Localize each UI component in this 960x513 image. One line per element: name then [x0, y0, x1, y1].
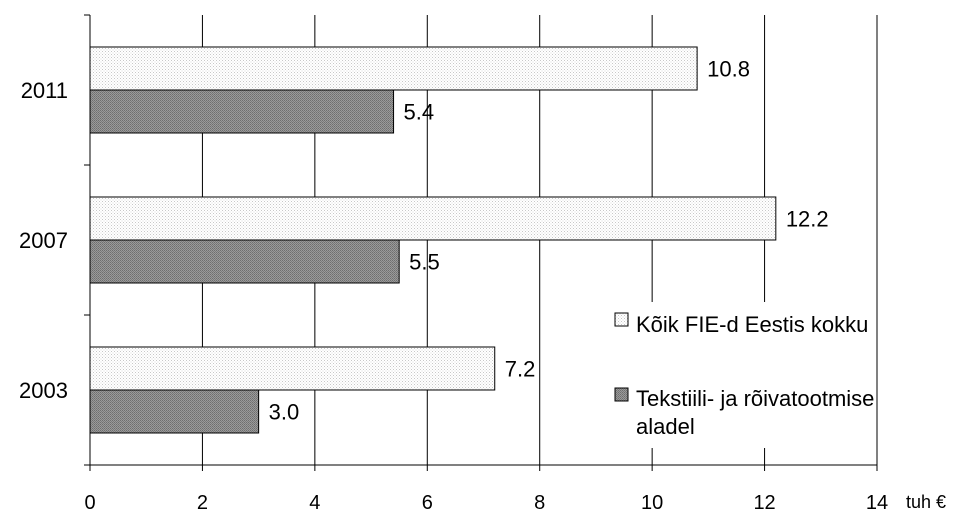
bar-textile-2007	[89, 239, 400, 284]
legend-label-total-line-1: Kõik FIE-d Eestis kokku	[636, 312, 868, 337]
x-tick-label-8: 8	[534, 492, 545, 513]
bar-total-2011	[89, 46, 698, 91]
x-tick-label-14: 14	[866, 492, 888, 513]
bar-textile-2011	[89, 89, 395, 134]
legend-label-textile-line-2: aladel	[636, 414, 695, 439]
y-category-label-2003: 2003	[19, 378, 68, 403]
data-label-total-2011: 10.8	[707, 57, 750, 82]
y-category-label-2007: 2007	[19, 228, 68, 253]
x-tick-label-2: 2	[197, 492, 208, 513]
data-label-textile-2011: 5.4	[404, 100, 435, 125]
x-tick-label-12: 12	[753, 492, 775, 513]
legend-swatch-total	[614, 312, 629, 327]
y-category-label-2011: 2011	[21, 78, 68, 103]
x-tick-label-4: 4	[309, 492, 320, 513]
x-tick-label-10: 10	[641, 492, 663, 513]
legend: Kõik FIE-d Eestis kokku Tekstiili- ja rõi…	[608, 302, 876, 448]
labels: 0 2 4 6 8 10 12 14 tuh € 2011 10.8 5.4 2007 12.2 5.5 20…	[19, 57, 946, 513]
bar-total-2007	[89, 196, 777, 241]
data-label-total-2007: 12.2	[786, 207, 829, 232]
bar-total-2003	[89, 346, 496, 391]
x-tick-label-6: 6	[422, 492, 433, 513]
data-label-total-2003: 7.2	[505, 357, 536, 382]
x-tick-label-0: 0	[84, 492, 95, 513]
bars	[89, 46, 777, 434]
x-unit-label: tuh €	[906, 492, 946, 512]
legend-label-textile-line-1: Tekstiili- ja rõivatootmise	[636, 386, 874, 411]
data-label-textile-2007: 5.5	[409, 250, 440, 275]
legend-swatch-textile	[614, 387, 629, 402]
bar-textile-2003	[89, 389, 260, 434]
legend-background	[608, 302, 876, 448]
data-label-textile-2003: 3.0	[269, 400, 300, 425]
